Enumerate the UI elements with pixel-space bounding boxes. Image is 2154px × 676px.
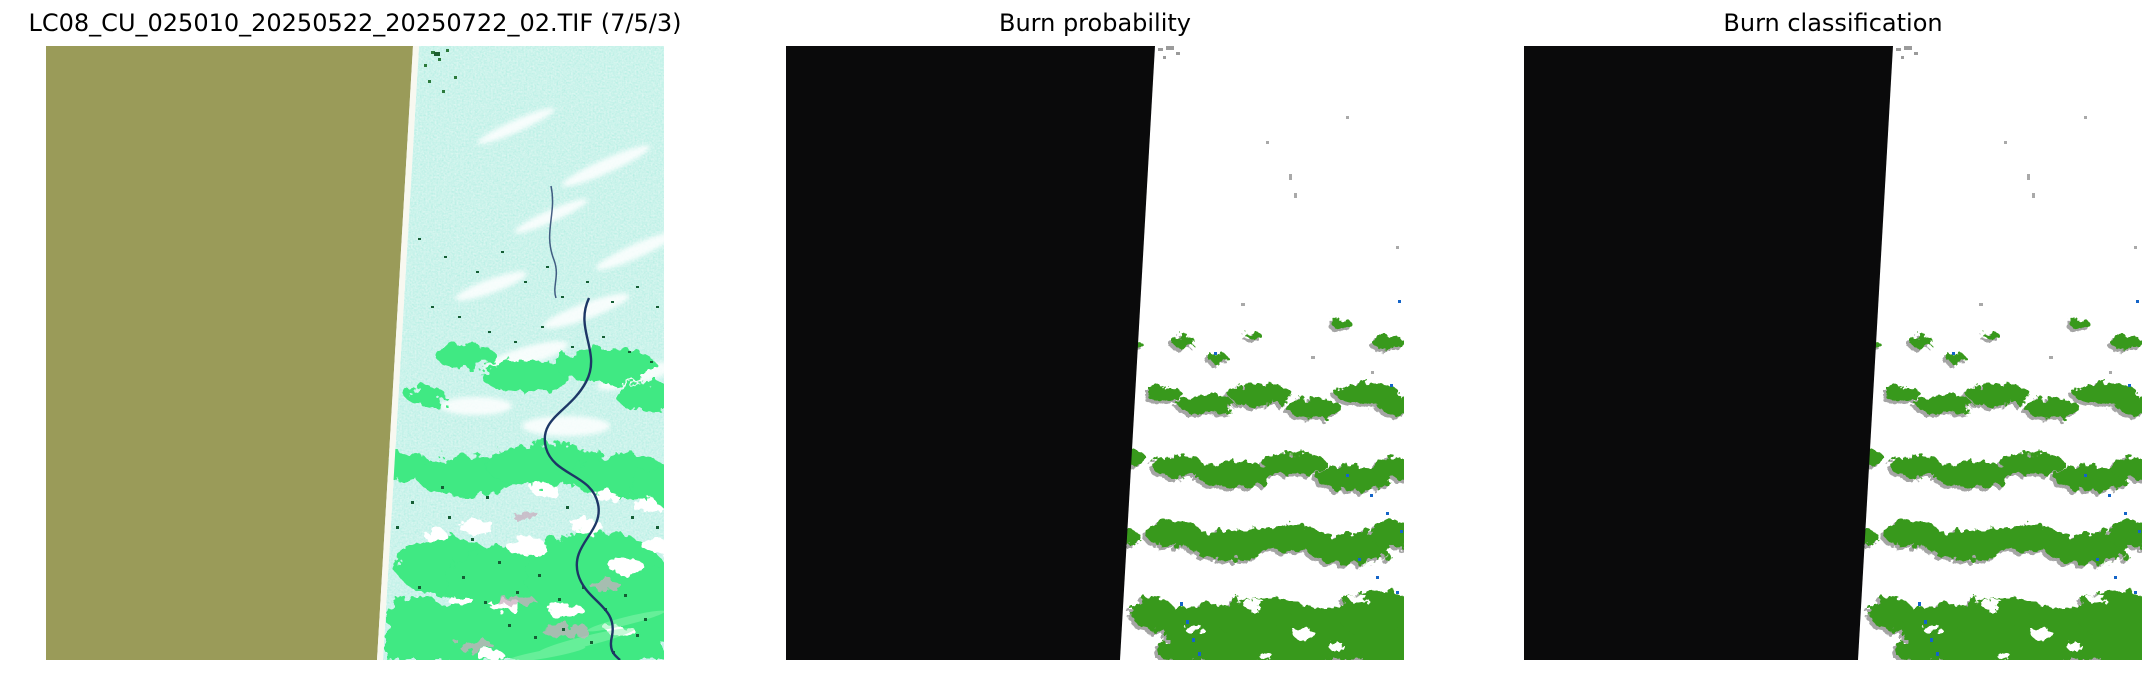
- panel-burn-classification-image: [1524, 46, 2142, 660]
- panel-title-satellite: LC08_CU_025010_20250522_20250722_02.TIF …: [28, 9, 682, 37]
- panel-satellite-image: [46, 46, 664, 660]
- panel-burn-probability-image: [786, 46, 1404, 660]
- panel-title-burn-probability: Burn probability: [998, 9, 1191, 37]
- satellite-image-raster: [46, 46, 664, 660]
- burn-classification-raster: [1524, 46, 2142, 660]
- burn-probability-raster: [786, 46, 1404, 660]
- panel-title-burn-classification: Burn classification: [1723, 9, 1943, 37]
